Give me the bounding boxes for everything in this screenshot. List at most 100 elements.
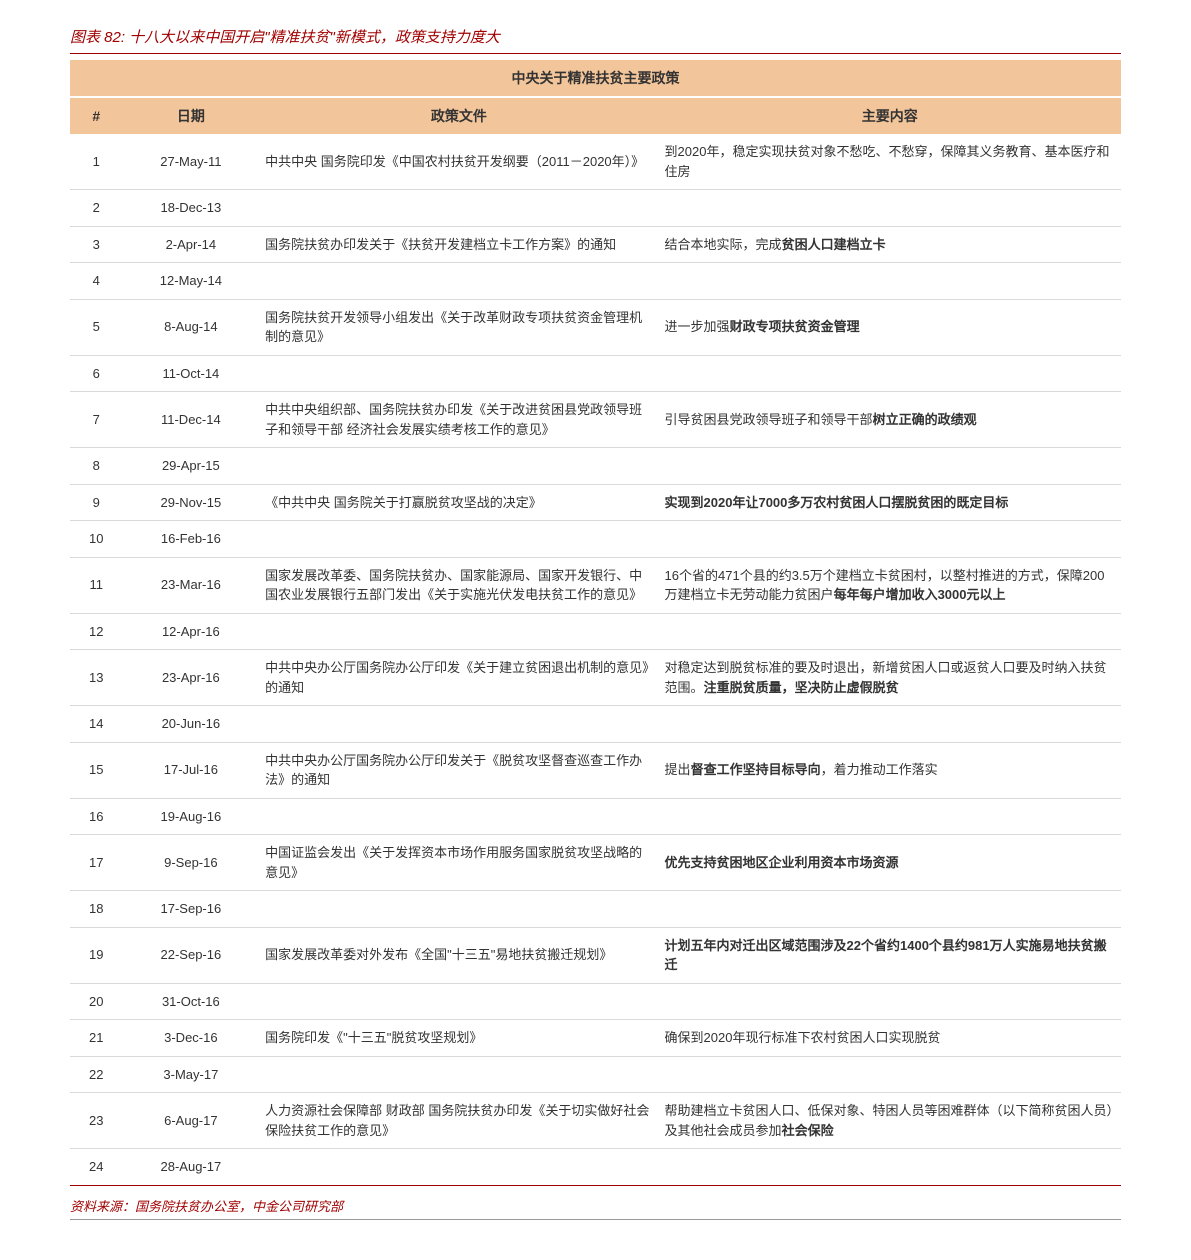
table-row: 1016-Feb-16 — [70, 521, 1121, 558]
cell-date: 11-Oct-14 — [123, 355, 260, 392]
table-row: 1420-Jun-16 — [70, 706, 1121, 743]
cell-date: 12-Apr-16 — [123, 613, 260, 650]
cell-summary: 进一步加强财政专项扶贫资金管理 — [659, 299, 1121, 355]
policy-table: 中央关于精准扶贫主要政策 # 日期 政策文件 主要内容 127-May-11中共… — [70, 60, 1121, 1186]
cell-index: 11 — [70, 557, 123, 613]
cell-document — [259, 521, 658, 558]
cell-summary: 对稳定达到脱贫标准的要及时退出，新增贫困人口或返贫人口要及时纳入扶贫范围。注重脱… — [659, 650, 1121, 706]
table-row: 127-May-11中共中央 国务院印发《中国农村扶贫开发纲要（2011－202… — [70, 134, 1121, 190]
cell-date: 20-Jun-16 — [123, 706, 260, 743]
cell-index: 21 — [70, 1020, 123, 1057]
cell-index: 17 — [70, 835, 123, 891]
cell-summary: 提出督查工作坚持目标导向，着力推动工作落实 — [659, 742, 1121, 798]
table-row: 1619-Aug-16 — [70, 798, 1121, 835]
cell-index: 23 — [70, 1093, 123, 1149]
cell-document: 《中共中央 国务院关于打赢脱贫攻坚战的决定》 — [259, 484, 658, 521]
cell-date: 12-May-14 — [123, 263, 260, 300]
cell-document: 中共中央 国务院印发《中国农村扶贫开发纲要（2011－2020年）》 — [259, 134, 658, 190]
cell-document — [259, 983, 658, 1020]
cell-date: 23-Apr-16 — [123, 650, 260, 706]
cell-document: 国务院印发《"十三五"脱贫攻坚规划》 — [259, 1020, 658, 1057]
table-row: 1517-Jul-16中共中央办公厅国务院办公厅印发关于《脱贫攻坚督查巡查工作办… — [70, 742, 1121, 798]
cell-document: 中共中央组织部、国务院扶贫办印发《关于改进贫困县党政领导班子和领导干部 经济社会… — [259, 392, 658, 448]
table-header-row: # 日期 政策文件 主要内容 — [70, 97, 1121, 134]
cell-summary: 确保到2020年现行标准下农村贫困人口实现脱贫 — [659, 1020, 1121, 1057]
cell-index: 13 — [70, 650, 123, 706]
cell-summary — [659, 613, 1121, 650]
cell-date: 3-Dec-16 — [123, 1020, 260, 1057]
cell-date: 19-Aug-16 — [123, 798, 260, 835]
cell-summary: 帮助建档立卡贫困人口、低保对象、特困人员等困难群体（以下简称贫困人员）及其他社会… — [659, 1093, 1121, 1149]
cell-summary: 引导贫困县党政领导班子和领导干部树立正确的政绩观 — [659, 392, 1121, 448]
table-row: 611-Oct-14 — [70, 355, 1121, 392]
cell-date: 9-Sep-16 — [123, 835, 260, 891]
table-row: 32-Apr-14国务院扶贫办印发关于《扶贫开发建档立卡工作方案》的通知结合本地… — [70, 226, 1121, 263]
cell-document: 中国证监会发出《关于发挥资本市场作用服务国家脱贫攻坚战略的意见》 — [259, 835, 658, 891]
cell-index: 15 — [70, 742, 123, 798]
cell-date: 17-Sep-16 — [123, 891, 260, 928]
cell-document — [259, 706, 658, 743]
cell-index: 4 — [70, 263, 123, 300]
cell-document: 中共中央办公厅国务院办公厅印发关于《脱贫攻坚督查巡查工作办法》的通知 — [259, 742, 658, 798]
cell-document — [259, 448, 658, 485]
cell-document: 国务院扶贫办印发关于《扶贫开发建档立卡工作方案》的通知 — [259, 226, 658, 263]
cell-summary — [659, 263, 1121, 300]
cell-summary — [659, 891, 1121, 928]
cell-index: 5 — [70, 299, 123, 355]
table-row: 829-Apr-15 — [70, 448, 1121, 485]
cell-summary — [659, 355, 1121, 392]
table-caption: 中央关于精准扶贫主要政策 — [70, 60, 1121, 97]
cell-index: 19 — [70, 927, 123, 983]
table-row: 179-Sep-16中国证监会发出《关于发挥资本市场作用服务国家脱贫攻坚战略的意… — [70, 835, 1121, 891]
cell-summary: 优先支持贫困地区企业利用资本市场资源 — [659, 835, 1121, 891]
figure-title: 图表 82: 十八大以来中国开启"精准扶贫"新模式，政策支持力度大 — [70, 20, 1121, 54]
table-row: 236-Aug-17人力资源社会保障部 财政部 国务院扶贫办印发《关于切实做好社… — [70, 1093, 1121, 1149]
table-body: 127-May-11中共中央 国务院印发《中国农村扶贫开发纲要（2011－202… — [70, 134, 1121, 1185]
cell-date: 29-Nov-15 — [123, 484, 260, 521]
cell-document — [259, 798, 658, 835]
table-row: 711-Dec-14中共中央组织部、国务院扶贫办印发《关于改进贫困县党政领导班子… — [70, 392, 1121, 448]
cell-date: 6-Aug-17 — [123, 1093, 260, 1149]
col-header-idx: # — [70, 97, 123, 134]
cell-index: 8 — [70, 448, 123, 485]
cell-document: 国家发展改革委对外发布《全国"十三五"易地扶贫搬迁规划》 — [259, 927, 658, 983]
cell-document — [259, 1056, 658, 1093]
cell-summary: 16个省的471个县的约3.5万个建档立卡贫困村，以整村推进的方式，保障200万… — [659, 557, 1121, 613]
table-caption-row: 中央关于精准扶贫主要政策 — [70, 60, 1121, 97]
cell-document — [259, 613, 658, 650]
cell-summary — [659, 521, 1121, 558]
cell-summary: 计划五年内对迁出区域范围涉及22个省约1400个县约981万人实施易地扶贫搬迁 — [659, 927, 1121, 983]
cell-index: 14 — [70, 706, 123, 743]
cell-document: 国务院扶贫开发领导小组发出《关于改革财政专项扶贫资金管理机制的意见》 — [259, 299, 658, 355]
cell-date: 23-Mar-16 — [123, 557, 260, 613]
cell-summary — [659, 190, 1121, 227]
cell-summary: 结合本地实际，完成贫困人口建档立卡 — [659, 226, 1121, 263]
cell-index: 16 — [70, 798, 123, 835]
table-row: 1922-Sep-16国家发展改革委对外发布《全国"十三五"易地扶贫搬迁规划》计… — [70, 927, 1121, 983]
table-row: 213-Dec-16国务院印发《"十三五"脱贫攻坚规划》确保到2020年现行标准… — [70, 1020, 1121, 1057]
cell-index: 9 — [70, 484, 123, 521]
cell-date: 28-Aug-17 — [123, 1149, 260, 1186]
cell-document: 国家发展改革委、国务院扶贫办、国家能源局、国家开发银行、中国农业发展银行五部门发… — [259, 557, 658, 613]
cell-index: 22 — [70, 1056, 123, 1093]
cell-index: 18 — [70, 891, 123, 928]
table-row: 1323-Apr-16中共中央办公厅国务院办公厅印发《关于建立贫困退出机制的意见… — [70, 650, 1121, 706]
cell-index: 6 — [70, 355, 123, 392]
table-row: 1817-Sep-16 — [70, 891, 1121, 928]
table-row: 218-Dec-13 — [70, 190, 1121, 227]
cell-date: 3-May-17 — [123, 1056, 260, 1093]
source-line: 资料来源：国务院扶贫办公室，中金公司研究部 — [70, 1186, 1121, 1220]
cell-index: 7 — [70, 392, 123, 448]
cell-summary — [659, 1149, 1121, 1186]
table-row: 2428-Aug-17 — [70, 1149, 1121, 1186]
table-row: 58-Aug-14国务院扶贫开发领导小组发出《关于改革财政专项扶贫资金管理机制的… — [70, 299, 1121, 355]
cell-summary — [659, 1056, 1121, 1093]
cell-summary — [659, 706, 1121, 743]
table-row: 2031-Oct-16 — [70, 983, 1121, 1020]
cell-document — [259, 891, 658, 928]
cell-index: 10 — [70, 521, 123, 558]
cell-summary: 到2020年，稳定实现扶贫对象不愁吃、不愁穿，保障其义务教育、基本医疗和住房 — [659, 134, 1121, 190]
table-row: 1212-Apr-16 — [70, 613, 1121, 650]
col-header-doc: 政策文件 — [259, 97, 658, 134]
cell-document: 人力资源社会保障部 财政部 国务院扶贫办印发《关于切实做好社会保险扶贫工作的意见… — [259, 1093, 658, 1149]
